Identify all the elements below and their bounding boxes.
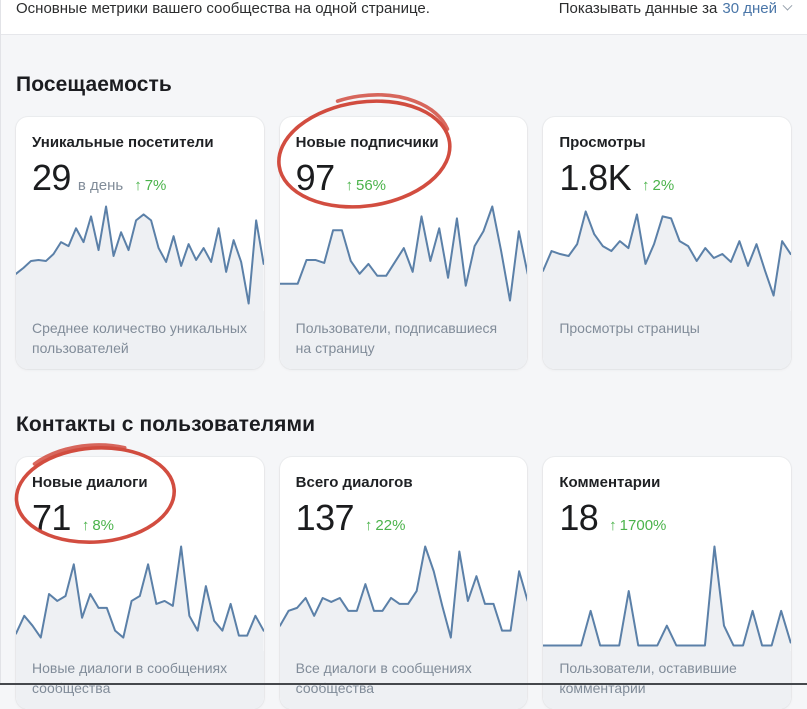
metric-change-value: 1700%: [619, 517, 667, 534]
metric-value-row: 1.8K ↑ 2%: [559, 159, 775, 197]
metric-change: ↑ 8%: [82, 517, 114, 534]
metrics-dashboard: Посещаемость Уникальные посетители 29 в …: [0, 73, 807, 709]
metric-title: Просмотры: [559, 134, 646, 151]
sparkline-chart: [16, 201, 264, 311]
visits-card-row: Уникальные посетители 29 в день ↑ 7% Сред…: [16, 93, 791, 369]
sparkline-chart: [543, 541, 791, 651]
metric-title: Всего диалогов: [295, 474, 413, 491]
sparkline-chart: [16, 541, 264, 651]
up-arrow-icon: ↑: [134, 177, 142, 194]
period-selector[interactable]: Показывать данные за 30 дней: [558, 0, 793, 17]
metric-card-new-dialogs[interactable]: Новые диалоги 71 ↑ 8% Новые диалоги в соо…: [14, 443, 264, 709]
metric-description: Все диалоги в сообщениях сообщества: [279, 651, 528, 709]
metric-value-row: 18 ↑ 1700%: [559, 499, 775, 537]
metric-change-value: 7%: [144, 177, 167, 194]
up-arrow-icon: ↑: [609, 517, 617, 534]
top-bar: Основные метрики вашего сообщества на од…: [0, 0, 807, 35]
metric-value: 1.8K: [559, 157, 631, 198]
metric-description: Пользователи, оставившие комментарии: [543, 651, 791, 709]
window-left-edge: [0, 0, 1, 685]
metric-card-new-subscribers[interactable]: Новые подписчики 97 ↑ 56% Пользователи, п…: [276, 93, 528, 369]
up-arrow-icon: ↑: [345, 177, 354, 194]
section-title-visits: Посещаемость: [16, 73, 172, 96]
metric-card-total-dialogs[interactable]: Всего диалогов 137 ↑ 22% Все диалоги в со…: [279, 457, 528, 709]
metric-value: 97: [295, 157, 335, 198]
period-label: Показывать данные за: [558, 0, 718, 17]
metric-change-value: 8%: [92, 517, 115, 534]
metric-value: 71: [32, 497, 71, 538]
metric-description: Просмотры страницы: [543, 311, 791, 369]
metric-card-views[interactable]: Просмотры 1.8K ↑ 2% Просмотры страницы: [543, 117, 791, 369]
up-arrow-icon: ↑: [81, 517, 90, 534]
metric-value: 18: [559, 497, 599, 538]
metric-change: ↑ 7%: [134, 177, 166, 194]
metric-card-comments[interactable]: Комментарии 18 ↑ 1700% Пользователи, оста…: [543, 457, 791, 709]
metric-title: Уникальные посетители: [32, 134, 214, 151]
metric-change: ↑ 1700%: [609, 517, 666, 534]
sparkline-chart: [279, 541, 528, 651]
metric-description: Среднее количество уникальных пользовате…: [16, 311, 264, 369]
metric-card-unique-visitors[interactable]: Уникальные посетители 29 в день ↑ 7% Сред…: [16, 117, 264, 369]
period-value-link[interactable]: 30 дней: [722, 0, 777, 17]
section-title-contacts: Контакты с пользователями: [16, 413, 316, 436]
metric-unit: в день: [77, 177, 124, 194]
metric-change: ↑ 56%: [346, 177, 387, 194]
metric-change-value: 2%: [652, 177, 675, 194]
metric-value-row: 29 в день ↑ 7%: [32, 159, 248, 197]
metric-title: Комментарии: [559, 474, 661, 491]
sparkline-chart: [279, 201, 528, 311]
contacts-card-row: Новые диалоги 71 ↑ 8% Новые диалоги в соо…: [14, 443, 791, 709]
up-arrow-icon: ↑: [642, 177, 650, 194]
metric-value-row: 137 ↑ 22%: [296, 499, 512, 537]
sparkline-chart: [543, 201, 791, 311]
metric-description: Пользователи, подписавшиеся на страницу: [279, 311, 528, 369]
metric-value-row: 97 ↑ 56%: [296, 159, 512, 197]
up-arrow-icon: ↑: [364, 517, 373, 534]
metric-value: 137: [295, 497, 355, 538]
metric-title: Новые подписчики: [295, 134, 439, 151]
metric-title: Новые диалоги: [32, 474, 148, 491]
metric-change-value: 22%: [375, 517, 406, 534]
chevron-down-icon: [782, 0, 793, 11]
window-bottom-edge: [0, 683, 807, 685]
metric-change: ↑ 22%: [365, 517, 406, 534]
metric-value: 29: [32, 157, 71, 198]
metric-change-value: 56%: [356, 177, 387, 194]
metric-value-row: 71 ↑ 8%: [32, 499, 248, 537]
page-subtitle: Основные метрики вашего сообщества на од…: [16, 0, 430, 17]
metric-description: Новые диалоги в сообщениях сообщества: [16, 651, 264, 709]
metric-change: ↑ 2%: [642, 177, 674, 194]
